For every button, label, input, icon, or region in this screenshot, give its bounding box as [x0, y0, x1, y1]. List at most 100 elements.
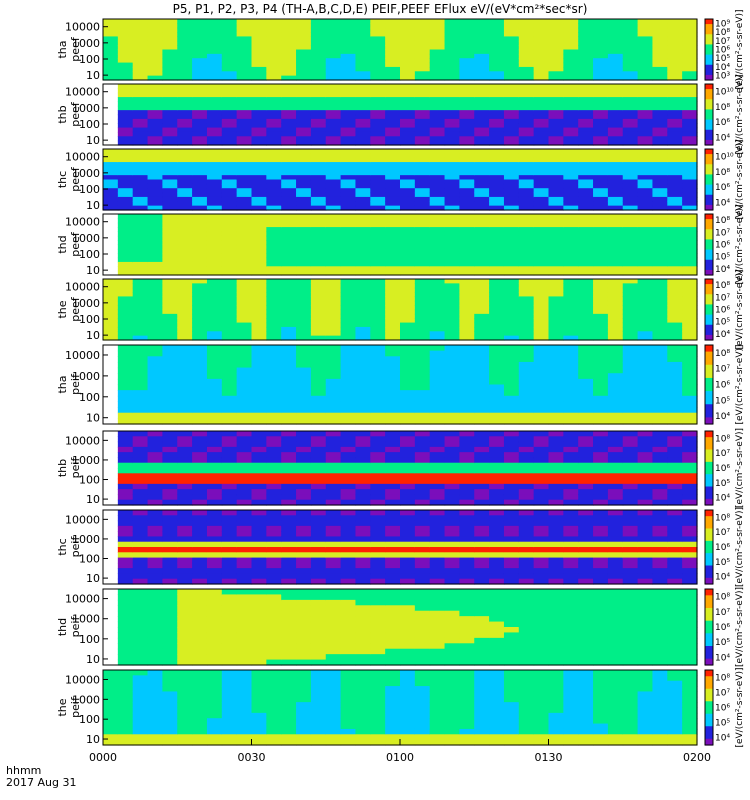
heatmap-cell [340, 395, 357, 403]
heatmap-cell [370, 473, 386, 480]
heatmap-cell [607, 515, 624, 522]
heatmap-cell [503, 305, 520, 311]
heatmap-cell [132, 300, 149, 306]
heatmap-cell [400, 118, 416, 124]
heatmap-cell [266, 179, 282, 185]
heatmap-cell [637, 525, 654, 532]
heatmap-cell [192, 214, 208, 219]
heatmap-cell [132, 75, 149, 81]
heatmap-cell [578, 287, 594, 293]
y-tick-label: 1000 [72, 454, 100, 467]
heatmap-cell [578, 19, 594, 24]
colorbar-frame [704, 278, 714, 341]
heatmap-cell [459, 292, 475, 298]
heatmap-cell [251, 92, 267, 98]
heatmap-cell [162, 331, 178, 337]
heatmap-cell [117, 188, 134, 194]
heatmap-cell [236, 599, 253, 606]
heatmap-cell [533, 305, 550, 311]
heatmap-cell [296, 270, 312, 276]
heatmap-cell [578, 183, 594, 189]
heatmap-cell [563, 457, 579, 464]
heatmap-cell [503, 97, 520, 103]
heatmap-cell [637, 266, 654, 272]
colorbar-segment [705, 458, 713, 463]
heatmap-cell [429, 149, 446, 154]
heatmap-cell [548, 183, 564, 189]
heatmap-cell [206, 244, 223, 250]
heatmap-cell [414, 431, 431, 437]
heatmap-cell [221, 257, 238, 263]
heatmap-cell [563, 270, 579, 276]
heatmap-cell [266, 253, 282, 259]
heatmap-cell [266, 541, 282, 548]
heatmap-cell [459, 331, 475, 337]
heatmap-cell [444, 166, 460, 172]
heatmap-cell [296, 75, 312, 81]
heatmap-cell [206, 356, 223, 363]
heatmap-cell [236, 489, 253, 496]
heatmap-cell [682, 478, 698, 485]
heatmap-cell [385, 345, 401, 352]
heatmap-cell [251, 557, 267, 564]
heatmap-cell [221, 589, 238, 596]
heatmap-cell [370, 118, 386, 124]
heatmap-cell [533, 489, 550, 496]
heatmap-cell [593, 19, 609, 24]
heatmap-cell [385, 499, 401, 506]
heatmap-cell [355, 32, 371, 38]
heatmap-cell [117, 183, 134, 189]
heatmap-cell [400, 105, 416, 111]
heatmap-cell [221, 552, 238, 559]
heatmap-cell [652, 71, 668, 77]
heatmap-cell [400, 71, 416, 77]
colorbar-label: [eV/(cm²-s-sr-eV)] [735, 344, 745, 424]
heatmap-cell [637, 240, 654, 246]
heatmap-cell [296, 412, 312, 419]
heatmap-cell [607, 170, 624, 176]
heatmap-cell [563, 478, 579, 485]
heatmap-cell [310, 170, 327, 176]
heatmap-cell [444, 97, 460, 103]
heatmap-cell [548, 457, 564, 464]
heatmap-cell [177, 446, 193, 453]
heatmap-cell [637, 562, 654, 569]
heatmap-cell [533, 318, 550, 324]
heatmap-cell [607, 75, 624, 81]
colorbar-segment [705, 39, 713, 43]
heatmap-cell [444, 192, 460, 198]
heatmap-cell [310, 318, 327, 324]
heatmap-cell [667, 418, 683, 425]
heatmap-cell [429, 192, 446, 198]
heatmap-cell [518, 188, 535, 194]
heatmap-cell [533, 361, 550, 369]
heatmap-cell [162, 300, 178, 306]
heatmap-cell [489, 105, 505, 111]
heatmap-cell [325, 101, 342, 107]
heatmap-cell [682, 568, 698, 575]
heatmap-cell [667, 441, 683, 448]
heatmap-cell [444, 32, 460, 38]
heatmap-cell [533, 468, 550, 474]
heatmap-cell [667, 105, 683, 111]
heatmap-cell [593, 32, 609, 38]
panel-frame [102, 83, 698, 146]
heatmap-cell [429, 552, 446, 559]
heatmap-cell [637, 407, 654, 414]
heatmap-cell [132, 401, 149, 408]
heatmap-cell [474, 322, 490, 328]
heatmap-cell [162, 643, 178, 650]
heatmap-cell [370, 45, 386, 51]
heatmap-cell [177, 367, 193, 374]
heatmap-cell [355, 27, 371, 33]
heatmap-cell [459, 118, 475, 124]
heatmap-cell [444, 431, 460, 437]
heatmap-cell [355, 384, 371, 391]
heatmap-cell [221, 166, 238, 172]
heatmap-cell [548, 153, 564, 159]
heatmap-cell [206, 557, 223, 564]
heatmap-cell [533, 283, 550, 289]
heatmap-cell [132, 170, 149, 176]
heatmap-cell [578, 140, 594, 146]
